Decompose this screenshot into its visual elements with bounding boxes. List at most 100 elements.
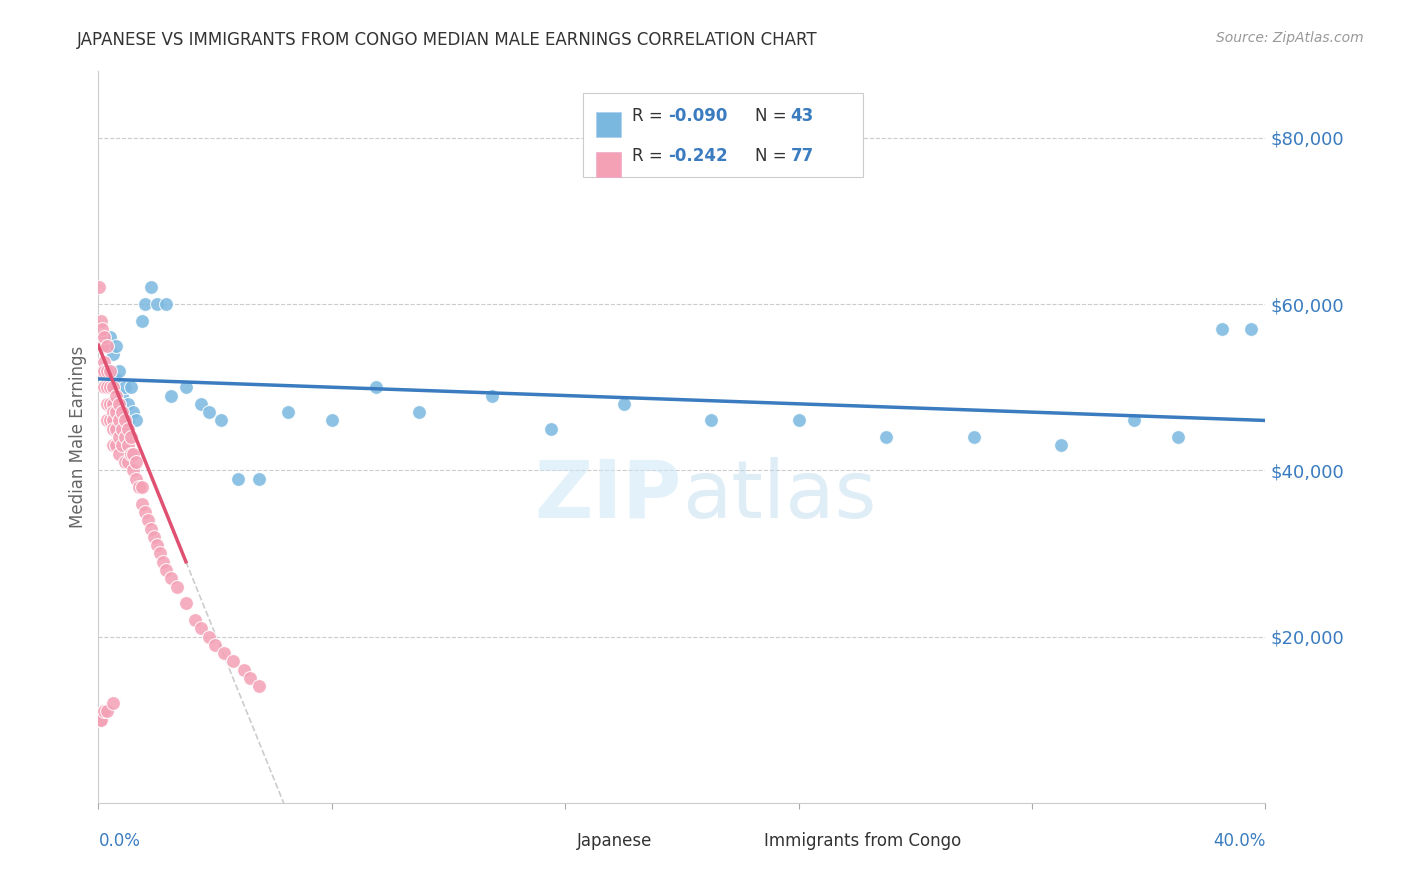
Point [120,430,142,444]
Point [93,705,115,719]
Point [183,613,205,627]
Point [93,330,115,344]
Point [90,322,112,336]
Point [277,405,299,419]
Text: R =: R = [631,108,668,126]
Point [104,372,127,386]
Point [114,430,136,444]
Point [90,314,112,328]
Point [93,355,115,369]
Point [787,413,810,427]
Point [104,438,127,452]
Point [96,413,118,427]
Point [117,455,139,469]
Point [101,397,124,411]
Text: ZIP: ZIP [534,457,682,534]
Point [239,671,262,685]
Point [108,430,131,444]
Point [700,413,723,427]
Point [134,297,156,311]
Point [108,447,131,461]
Text: Source: ZipAtlas.com: Source: ZipAtlas.com [1216,31,1364,45]
Point [89,330,111,344]
Text: -0.242: -0.242 [668,147,727,165]
Point [101,413,124,427]
Point [364,380,387,394]
Point [90,363,112,377]
Point [875,430,897,444]
Point [190,397,212,411]
Point [221,655,243,669]
Point [198,405,221,419]
Point [117,438,139,452]
Point [131,497,153,511]
Point [125,455,148,469]
Point [89,713,111,727]
Point [96,338,118,352]
Point [89,280,111,294]
Point [117,413,139,427]
Point [190,621,212,635]
Point [98,363,121,377]
Point [104,422,127,436]
Point [139,280,162,294]
Point [149,546,172,560]
Point [111,438,134,452]
Point [131,480,153,494]
Text: -0.090: -0.090 [668,108,727,126]
Point [612,397,634,411]
Text: 77: 77 [790,147,814,165]
Point [166,580,188,594]
Point [155,297,177,311]
Point [114,413,136,427]
Point [1167,430,1189,444]
Point [93,380,115,394]
Point [104,405,127,419]
Point [98,330,121,344]
Point [146,297,169,311]
FancyBboxPatch shape [541,831,567,851]
Point [212,646,235,660]
Point [481,388,503,402]
Point [125,472,148,486]
Point [247,472,270,486]
Point [122,405,145,419]
Point [108,397,131,411]
Point [108,363,131,377]
Point [93,338,115,352]
Text: N =: N = [755,108,793,126]
Point [98,397,121,411]
Text: R =: R = [631,147,668,165]
Point [117,397,139,411]
Point [247,680,270,694]
Point [104,338,127,352]
Point [160,388,183,402]
Point [96,363,118,377]
Point [125,413,148,427]
Point [134,505,156,519]
FancyBboxPatch shape [727,831,754,851]
Point [1211,322,1233,336]
Y-axis label: Median Male Earnings: Median Male Earnings [69,346,87,528]
Point [142,530,165,544]
Point [174,380,197,394]
Point [540,422,562,436]
Point [174,596,197,610]
Point [204,638,226,652]
Point [104,388,127,402]
Point [139,521,162,535]
Point [96,397,118,411]
Point [1123,413,1146,427]
Point [228,472,250,486]
Point [101,380,124,394]
Point [198,630,221,644]
Point [101,696,124,710]
Text: Immigrants from Congo: Immigrants from Congo [763,832,960,850]
Point [101,438,124,452]
Point [122,447,145,461]
Point [101,405,124,419]
Point [108,413,131,427]
Point [101,380,124,394]
Point [98,380,121,394]
Point [114,380,136,394]
